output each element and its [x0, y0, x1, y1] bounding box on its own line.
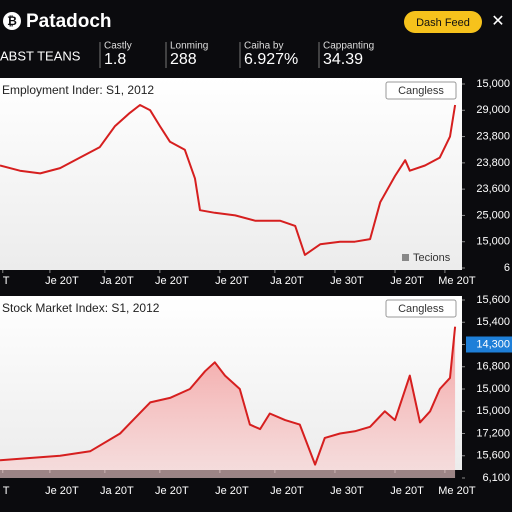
y-tick-label: 14,300 [476, 338, 510, 350]
x-tick-label: Je 20T [155, 275, 189, 287]
x-tick-label: Me 20T [438, 485, 476, 497]
x-tick-label: Je 20T [45, 275, 79, 287]
x-tick-label: T [3, 485, 10, 497]
stat-value: 288 [170, 51, 197, 68]
legend-swatch [402, 254, 409, 261]
y-tick-label: 23,800 [476, 157, 510, 169]
chart-button[interactable] [385, 81, 457, 100]
logo-icon [3, 12, 21, 30]
x-tick-label: Je 20T [215, 275, 249, 287]
x-tick-label: Ja 20T [270, 275, 304, 287]
dash-feed-label: Dash Feed [416, 17, 470, 29]
y-tick-label: 15,600 [476, 450, 510, 462]
x-tick-label: Je 20T [155, 485, 189, 497]
x-tick-label: Ja 20T [100, 485, 134, 497]
x-tick-label: Je 30T [330, 485, 364, 497]
app-title: Patadoch [26, 11, 112, 32]
stat-label: Castly [104, 41, 132, 52]
chart-button[interactable] [385, 299, 457, 318]
y-tick-label: 17,200 [476, 427, 510, 439]
stat-value: 34.39 [323, 51, 363, 68]
charts: Employment Inder: S1, 2012 Cangless 15,000… [0, 78, 512, 497]
y-tick-label: 15,000 [476, 78, 510, 90]
stat-label: Caiha by [244, 41, 283, 52]
x-tick-label: Me 20T [438, 275, 476, 287]
chart-title: Stock Market Index: S1, 2012 [2, 301, 160, 315]
y-tick-label: 6 [504, 262, 510, 274]
x-tick-label: Je 20T [390, 485, 424, 497]
stat-value: 1.8 [104, 51, 126, 68]
y-tick-label: 15,600 [476, 294, 510, 306]
x-tick-label: Je 20T [45, 485, 79, 497]
x-tick-label: T [3, 275, 10, 287]
chart-title: Employment Inder: S1, 2012 [2, 83, 154, 97]
stat-label: Cappanting [323, 41, 374, 52]
chart-button-label: Cangless [398, 303, 444, 315]
area [0, 326, 456, 478]
x-tick-label: Je 20T [215, 485, 249, 497]
y-tick-label: 15,000 [476, 236, 510, 248]
chart-button-label: Cangless [398, 85, 444, 97]
x-tick-label: Ja 20T [100, 275, 134, 287]
legend-label: Tecions [413, 252, 451, 264]
y-tick-label: 15,000 [476, 405, 510, 417]
logo-glyph: ₿ [7, 14, 17, 28]
line [0, 326, 457, 466]
y-tick-highlight [466, 336, 512, 353]
x-tick-label: Je 30T [330, 275, 364, 287]
x-tick-label: Je 20T [270, 485, 304, 497]
line [0, 104, 457, 256]
y-tick-label: 29,000 [476, 104, 510, 116]
y-tick-label: 25,000 [476, 209, 510, 221]
y-tick-label: 16,800 [476, 361, 510, 373]
y-tick-label: 15,000 [476, 383, 510, 395]
y-tick-label: 23,800 [476, 130, 510, 142]
stat-value: 6.927% [244, 51, 298, 68]
y-tick-label: 15,400 [476, 316, 510, 328]
dash-feed-button[interactable] [404, 11, 482, 33]
stats-label: ABST TEANS [0, 48, 81, 63]
chart-panel [0, 78, 462, 270]
y-tick-label: 6,100 [482, 472, 510, 484]
x-tick-label: Je 20T [390, 275, 424, 287]
close-button[interactable]: ✕ [491, 13, 504, 30]
y-tick-label: 23,600 [476, 183, 510, 195]
stat-label: Lonming [170, 41, 208, 52]
